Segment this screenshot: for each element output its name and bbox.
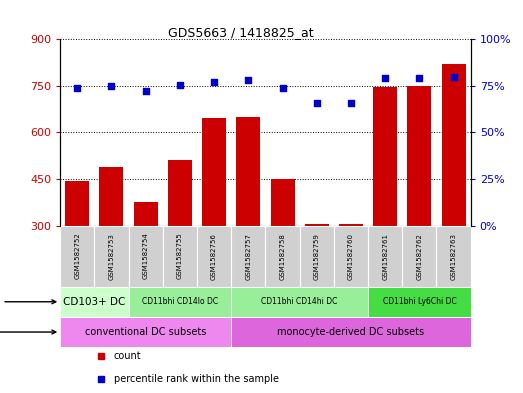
Bar bbox=[373, 87, 397, 319]
Point bbox=[313, 99, 321, 106]
Point bbox=[347, 99, 355, 106]
Text: GSM1582752: GSM1582752 bbox=[74, 233, 80, 279]
Text: cell type: cell type bbox=[0, 297, 56, 307]
Bar bbox=[60, 317, 231, 347]
Bar bbox=[168, 160, 192, 319]
Text: GSM1582755: GSM1582755 bbox=[177, 233, 183, 279]
Text: conventional DC subsets: conventional DC subsets bbox=[85, 327, 207, 337]
Text: GSM1582757: GSM1582757 bbox=[245, 233, 252, 279]
Bar bbox=[60, 226, 94, 286]
Point bbox=[73, 84, 82, 91]
Bar bbox=[129, 286, 231, 317]
Bar bbox=[60, 286, 129, 317]
Point bbox=[210, 79, 218, 85]
Bar bbox=[236, 117, 260, 319]
Point bbox=[142, 88, 150, 95]
Bar bbox=[231, 286, 368, 317]
Text: GDS5663 / 1418825_at: GDS5663 / 1418825_at bbox=[168, 26, 313, 39]
Text: count: count bbox=[113, 351, 141, 362]
Bar bbox=[339, 224, 363, 319]
Bar bbox=[305, 224, 329, 319]
Point bbox=[244, 77, 253, 83]
Text: CD103+ DC: CD103+ DC bbox=[63, 297, 126, 307]
Bar bbox=[94, 226, 129, 286]
Text: percentile rank within the sample: percentile rank within the sample bbox=[113, 375, 279, 384]
Bar bbox=[334, 226, 368, 286]
Text: CD11bhi CD14hi DC: CD11bhi CD14hi DC bbox=[262, 297, 338, 306]
Text: CD11bhi CD14lo DC: CD11bhi CD14lo DC bbox=[142, 297, 218, 306]
Text: GSM1582756: GSM1582756 bbox=[211, 233, 217, 279]
Text: GSM1582760: GSM1582760 bbox=[348, 233, 354, 279]
Bar bbox=[163, 226, 197, 286]
Bar bbox=[266, 226, 300, 286]
Text: other: other bbox=[0, 327, 56, 337]
Text: GSM1582759: GSM1582759 bbox=[314, 233, 320, 279]
Bar bbox=[437, 226, 471, 286]
Bar bbox=[270, 179, 294, 319]
Bar bbox=[407, 86, 431, 319]
Bar bbox=[129, 226, 163, 286]
Point bbox=[381, 75, 389, 82]
Bar bbox=[134, 202, 157, 319]
Text: GSM1582754: GSM1582754 bbox=[143, 233, 149, 279]
Text: GSM1582763: GSM1582763 bbox=[451, 233, 457, 279]
Bar bbox=[441, 64, 465, 319]
Point bbox=[278, 84, 287, 91]
Text: monocyte-derived DC subsets: monocyte-derived DC subsets bbox=[277, 327, 425, 337]
Text: GSM1582753: GSM1582753 bbox=[108, 233, 115, 279]
Point bbox=[449, 73, 458, 80]
Text: GSM1582762: GSM1582762 bbox=[416, 233, 423, 279]
Bar bbox=[231, 317, 471, 347]
Point bbox=[176, 82, 184, 88]
Text: GSM1582758: GSM1582758 bbox=[279, 233, 286, 279]
Bar bbox=[402, 226, 437, 286]
Text: CD11bhi Ly6Chi DC: CD11bhi Ly6Chi DC bbox=[382, 297, 456, 306]
Point bbox=[415, 75, 424, 82]
Bar bbox=[65, 180, 89, 319]
Bar bbox=[202, 118, 226, 319]
Bar bbox=[300, 226, 334, 286]
Bar bbox=[197, 226, 231, 286]
Bar bbox=[368, 286, 471, 317]
Point bbox=[107, 83, 116, 89]
Bar bbox=[231, 226, 266, 286]
Bar bbox=[368, 226, 402, 286]
Bar bbox=[99, 167, 123, 319]
Text: GSM1582761: GSM1582761 bbox=[382, 233, 388, 279]
